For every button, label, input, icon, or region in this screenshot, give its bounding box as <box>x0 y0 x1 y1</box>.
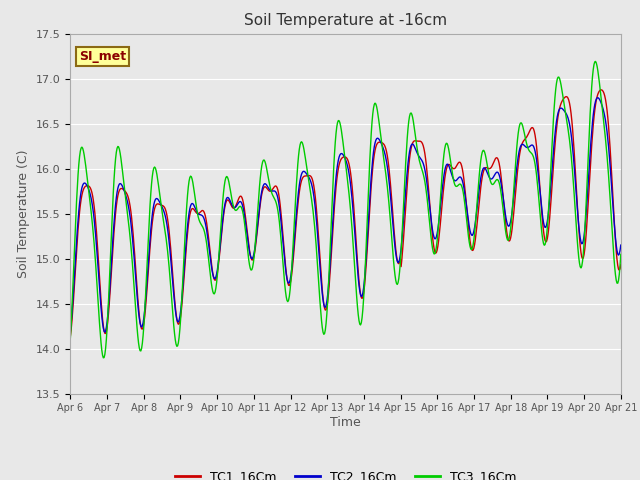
TC2_16Cm <box>67 328 74 334</box>
TC1_16Cm <box>67 333 74 338</box>
TC2_16Cm <box>219 216 227 222</box>
TC1_16Cm <box>617 262 625 267</box>
Line: TC1_16Cm: TC1_16Cm <box>70 90 621 336</box>
X-axis label: Time: Time <box>330 416 361 429</box>
TC2_16Cm <box>429 231 437 237</box>
TC2_16Cm <box>617 242 625 248</box>
TC2_16Cm <box>77 194 84 200</box>
Text: SI_met: SI_met <box>79 50 126 63</box>
Title: Soil Temperature at -16cm: Soil Temperature at -16cm <box>244 13 447 28</box>
Legend: TC1_16Cm, TC2_16Cm, TC3_16Cm: TC1_16Cm, TC2_16Cm, TC3_16Cm <box>170 465 522 480</box>
TC2_16Cm <box>101 329 109 335</box>
TC1_16Cm <box>413 138 420 144</box>
Line: TC2_16Cm: TC2_16Cm <box>70 98 621 332</box>
TC1_16Cm <box>77 202 84 208</box>
TC3_16Cm <box>617 252 625 257</box>
TC3_16Cm <box>134 333 141 339</box>
Line: TC3_16Cm: TC3_16Cm <box>70 61 621 358</box>
TC1_16Cm <box>133 285 141 291</box>
TC3_16Cm <box>413 146 421 152</box>
TC3_16Cm <box>190 185 198 191</box>
TC1_16Cm <box>218 227 226 233</box>
Y-axis label: Soil Temperature (C): Soil Temperature (C) <box>17 149 30 278</box>
TC2_16Cm <box>134 301 141 307</box>
TC1_16Cm <box>429 234 436 240</box>
TC3_16Cm <box>99 355 107 360</box>
TC2_16Cm <box>594 95 602 101</box>
TC3_16Cm <box>429 249 437 255</box>
TC3_16Cm <box>67 335 74 340</box>
TC3_16Cm <box>592 59 600 64</box>
TC1_16Cm <box>597 87 605 93</box>
TC3_16Cm <box>77 148 84 154</box>
TC3_16Cm <box>219 198 227 204</box>
TC1_16Cm <box>189 206 196 212</box>
TC2_16Cm <box>413 150 421 156</box>
TC2_16Cm <box>190 202 198 208</box>
